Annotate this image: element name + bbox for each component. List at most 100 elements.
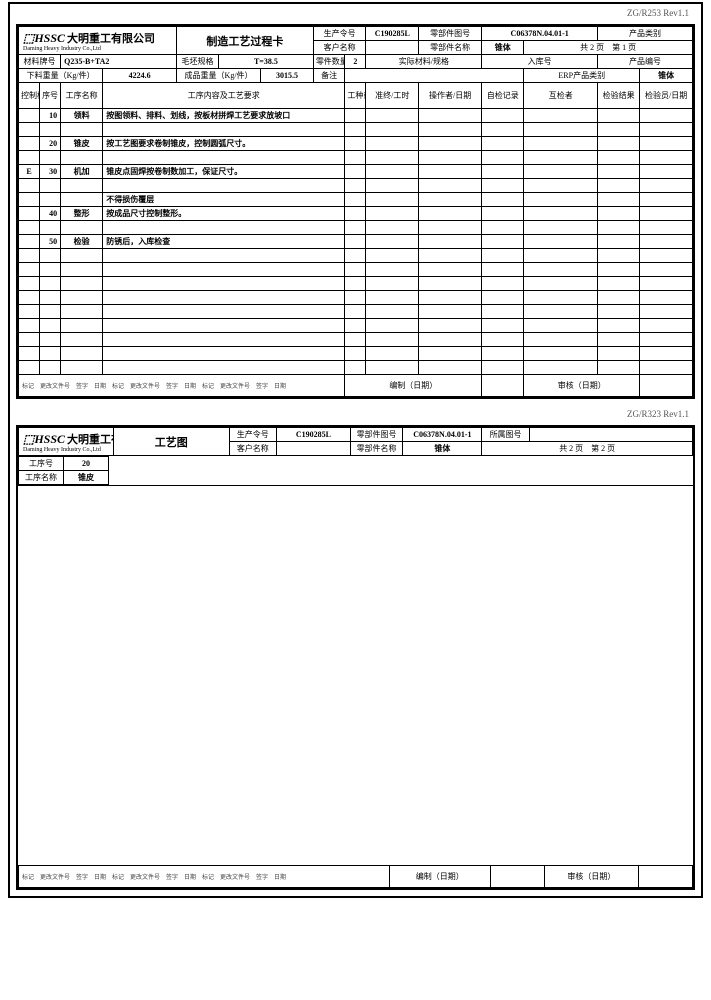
cell-operator [419,165,482,179]
col-seq: 序号 [40,83,61,109]
blank-row [19,361,693,375]
lbl-draw-2: 所属图号 [482,428,529,442]
cell-equip [345,207,366,221]
cell-selfchk [482,207,524,221]
val-prepared-1 [482,375,524,397]
val-part-no-2: C06378N.04.01-1 [403,428,482,442]
cell-equip [345,235,366,249]
doc-title-2: 工艺图 [113,428,229,456]
cell-opname: 锥皮 [61,137,103,151]
col-content: 工序内容及工艺要求 [103,83,345,109]
blank-row [19,277,693,291]
cell-operator [419,235,482,249]
cell-operator [419,193,482,207]
lbl-in: 入库号 [482,55,598,69]
cell-ctrl [19,193,40,207]
drawing-area [18,485,693,865]
cell-inspector [524,193,598,207]
lbl-part-no-2: 零部件图号 [350,428,403,442]
val-prod-order-2: C190285L [277,428,351,442]
cell-operator [419,137,482,151]
blank-row [19,179,693,193]
doc-title-1: 制造工艺过程卡 [176,27,313,55]
process-row: 50检验防锈后，入库检查 [19,235,693,249]
blank-row [19,249,693,263]
logo-cell-2: ⬚HSSC 大明重工有限公司 Daming Heavy Industry Co.… [19,428,114,456]
cell-equip [345,137,366,151]
col-opname: 工序名称 [61,83,103,109]
cell-time [366,193,419,207]
process-row: 40整形按成品尺寸控制整形。 [19,207,693,221]
lbl-qty: 零件数量 [313,55,345,69]
val-prepared-2 [490,866,544,888]
process-row: 20锥皮按工艺图要求卷制锥皮，控制圆弧尺寸。 [19,137,693,151]
blank-row [19,151,693,165]
val-part-name: 锥体 [482,41,524,55]
blank-row [19,347,693,361]
cell-time [366,207,419,221]
blank-row [19,319,693,333]
cell-selfchk [482,165,524,179]
cell-selfchk [482,193,524,207]
cell-equip [345,165,366,179]
cell-result [598,193,640,207]
cell-ctrl [19,235,40,249]
blank-row [19,305,693,319]
cell-seq: 40 [40,207,61,221]
lbl-raw: 实际材料/规格 [366,55,482,69]
lbl-mat-no: 材料牌号 [19,55,61,69]
lbl-blank-wt: 下料重量（Kg/件） [19,69,103,83]
cell-qc [640,193,693,207]
val-pages: 共 2 页 第 1 页 [524,41,693,55]
rev-block-1: 标记 更改文件号 签字 日期 标记 更改文件号 签字 日期 标记 更改文件号 签… [19,375,345,397]
cell-selfchk [482,109,524,123]
cell-inspector [524,137,598,151]
cell-qc [640,137,693,151]
cell-qc [640,207,693,221]
lbl-cust-2: 客户名称 [229,442,276,456]
val-cust-2 [277,442,351,456]
rev-label-2: ZG/R323 Rev1.1 [10,405,701,419]
logo-en-2: Daming Heavy Industry Co.,Ltd [23,447,109,453]
process-row: 10领料按图领料、排料、划线，按板材拼焊工艺要求放坡口 [19,109,693,123]
val-mat-no: Q235-B+TA2 [61,55,177,69]
cell-selfchk [482,235,524,249]
cell-opname: 机加 [61,165,103,179]
cell-content: 按工艺图要求卷制锥皮，控制圆弧尺寸。 [103,137,345,151]
blank-row [19,333,693,347]
cell-inspector [524,109,598,123]
val-approved-1 [640,375,693,397]
logo-en: Daming Heavy Industry Co.,Ltd [23,46,172,52]
val-part-name-2: 锥体 [403,442,482,456]
cell-operator [419,207,482,221]
col-equip: 工种或设备 [345,83,366,109]
footer-table-2: 标记 更改文件号 签字 日期 标记 更改文件号 签字 日期 标记 更改文件号 签… [18,865,693,888]
col-ctrl: 控制标记 [19,83,40,109]
cell-content: 锥皮点固焊按卷制数加工，保证尺寸。 [103,165,345,179]
cell-inspector [524,207,598,221]
lbl-prepared-2: 编制（日期） [389,866,490,888]
lbl-prod-order: 生产令号 [313,27,366,41]
blank-row [19,123,693,137]
logo-cell: ⬚HSSC 大明重工有限公司 Daming Heavy Industry Co.… [19,27,177,55]
logo-brand: ⬚HSSC [23,31,65,45]
val-blank-wt: 4224.6 [103,69,177,83]
lbl-op-name-2: 工序名称 [19,471,64,485]
header-table-2: ⬚HSSC 大明重工有限公司 Daming Heavy Industry Co.… [18,427,693,456]
cell-qc [640,235,693,249]
cell-ctrl [19,109,40,123]
lbl-fin-wt: 成品重量（Kg/件） [176,69,260,83]
cell-equip [345,193,366,207]
val-op-no-2: 20 [64,457,109,471]
col-operator: 操作者/日期 [419,83,482,109]
val-prod-order: C190285L [366,27,419,41]
val-erp: 锥体 [640,69,693,83]
lbl-part-name-2: 零部件名称 [350,442,403,456]
col-selfchk: 自检记录 [482,83,524,109]
cell-result [598,137,640,151]
lbl-remark: 备注 [313,69,345,83]
lbl-part-name: 零部件名称 [419,41,482,55]
val-draw-2 [529,428,692,442]
col-inspector: 互检者 [524,83,598,109]
cell-selfchk [482,137,524,151]
